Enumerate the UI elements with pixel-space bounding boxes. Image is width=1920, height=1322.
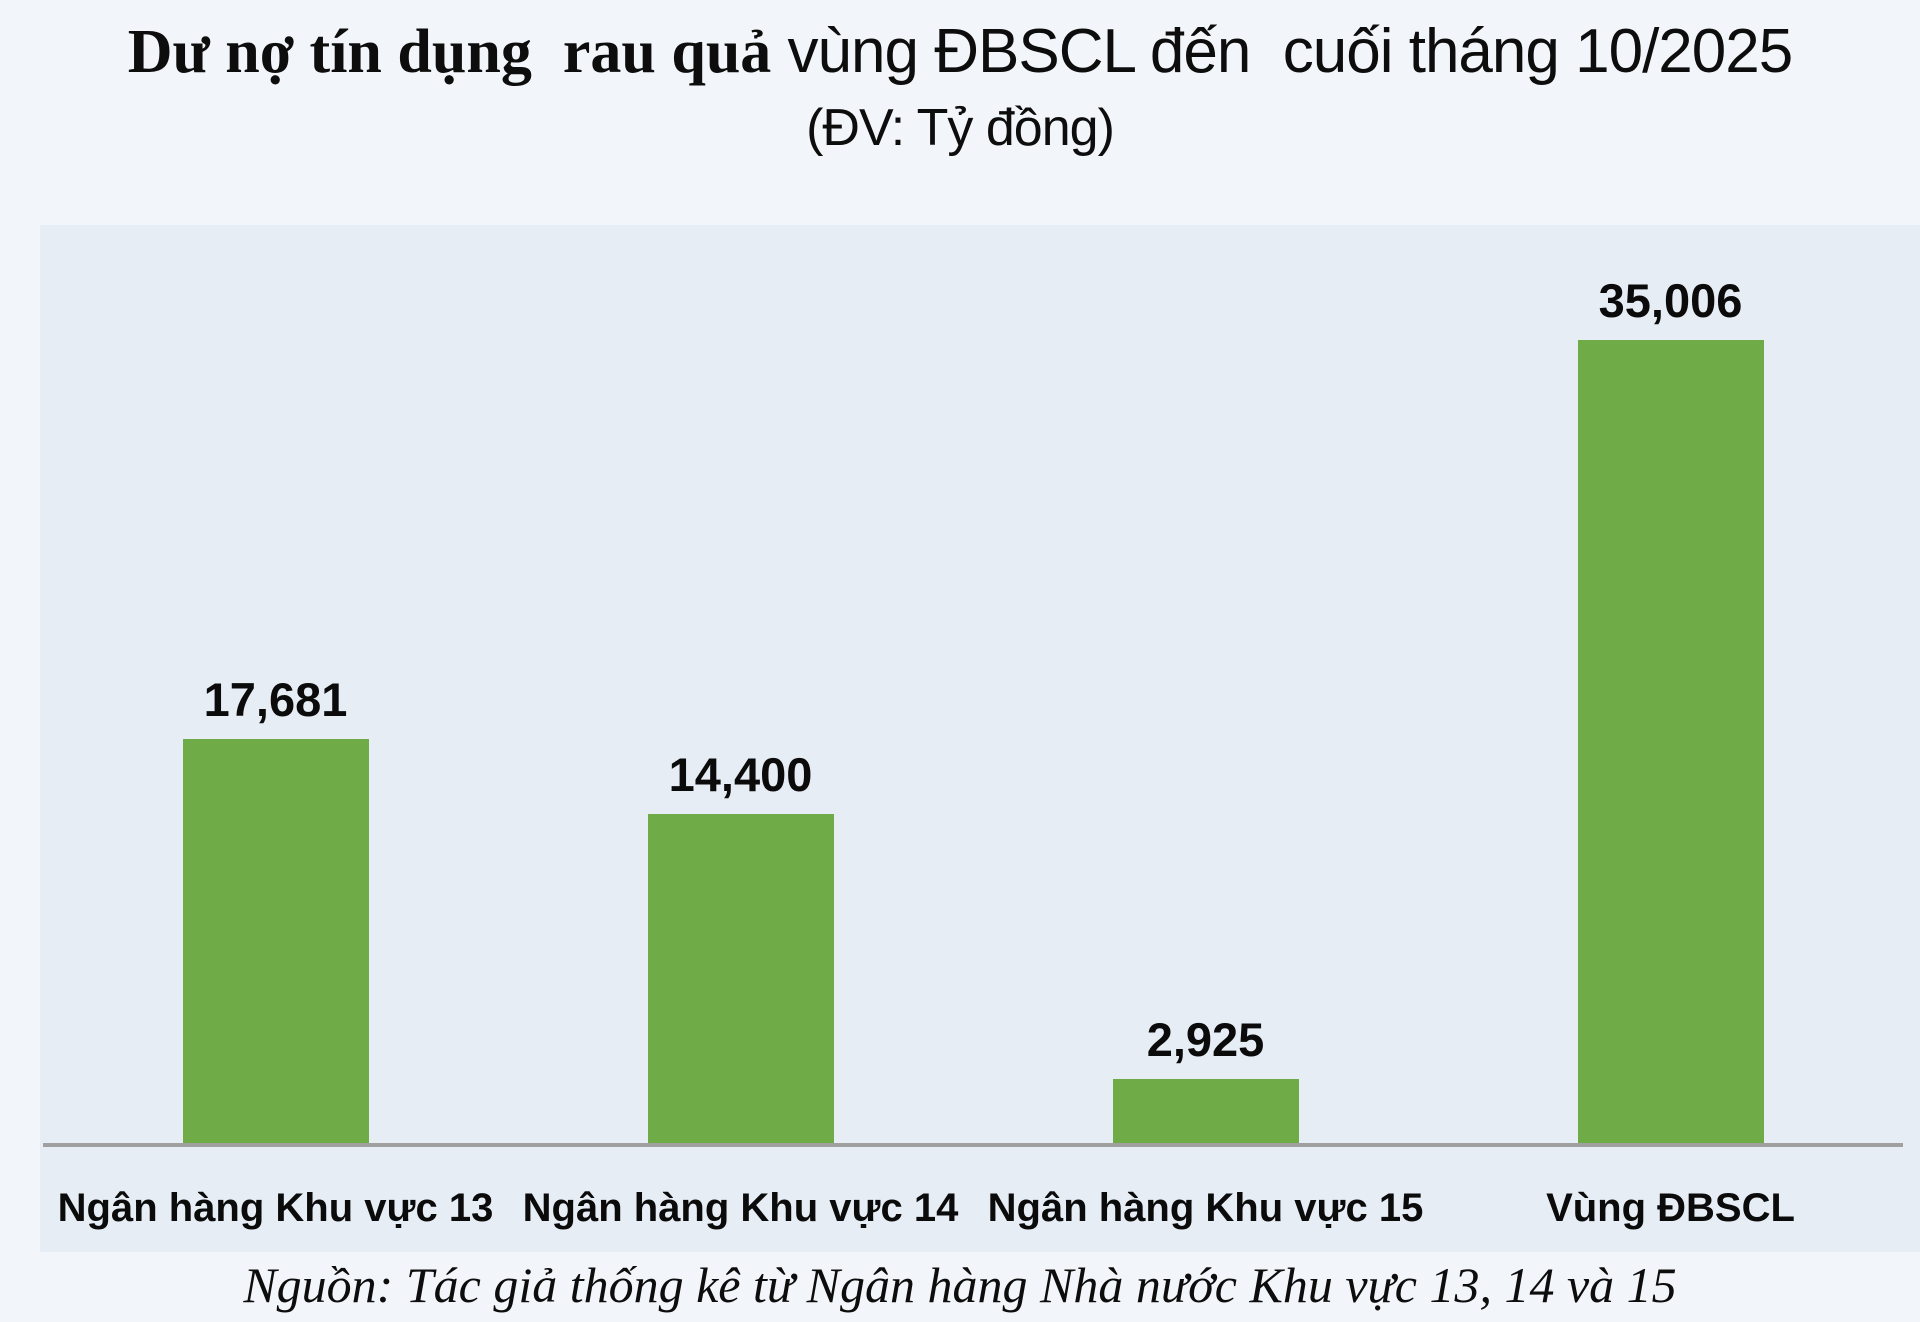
category-axis-labels: Ngân hàng Khu vực 13 Ngân hàng Khu vực 14… <box>43 1182 1903 1234</box>
bar-value-label: 14,400 <box>668 748 813 801</box>
bar-column: 2,925 <box>973 225 1438 1146</box>
bar <box>1112 1079 1299 1146</box>
chart-title: Dư nợ tín dụng rau quả vùng ĐBSCL đến cu… <box>0 17 1920 158</box>
chart-unit-label: (ĐV: Tỷ đồng) <box>806 99 1115 158</box>
bar-value-label: 17,681 <box>203 673 348 726</box>
bar-value-label: 35,006 <box>1598 274 1743 327</box>
chart-title-line1: Dư nợ tín dụng rau quả vùng ĐBSCL đến cu… <box>0 17 1920 86</box>
bar-value-label: 2,925 <box>1146 1013 1265 1066</box>
category-label: Ngân hàng Khu vực 15 <box>987 1186 1424 1230</box>
category-label: Vùng ĐBSCL <box>1546 1186 1795 1230</box>
chart-title-main: Dư nợ tín dụng rau quả <box>127 18 772 86</box>
bar <box>1577 340 1764 1146</box>
chart-title-suffix: vùng ĐBSCL đến cuối tháng 10/2025 <box>771 17 1794 86</box>
bar <box>647 814 834 1146</box>
x-axis-line <box>43 1143 1903 1147</box>
category-label: Ngân hàng Khu vực 13 <box>57 1186 494 1230</box>
bar-column: 17,681 <box>43 225 508 1146</box>
source-note: Nguồn: Tác giả thống kê từ Ngân hàng Nhà… <box>243 1257 1677 1313</box>
category-label: Ngân hàng Khu vực 14 <box>522 1186 959 1230</box>
bar-column: 14,400 <box>508 225 973 1146</box>
bar-column: 35,006 <box>1438 225 1903 1146</box>
plot-area: 17,681 14,400 2,925 35,006 <box>43 225 1903 1146</box>
bar <box>182 739 369 1146</box>
